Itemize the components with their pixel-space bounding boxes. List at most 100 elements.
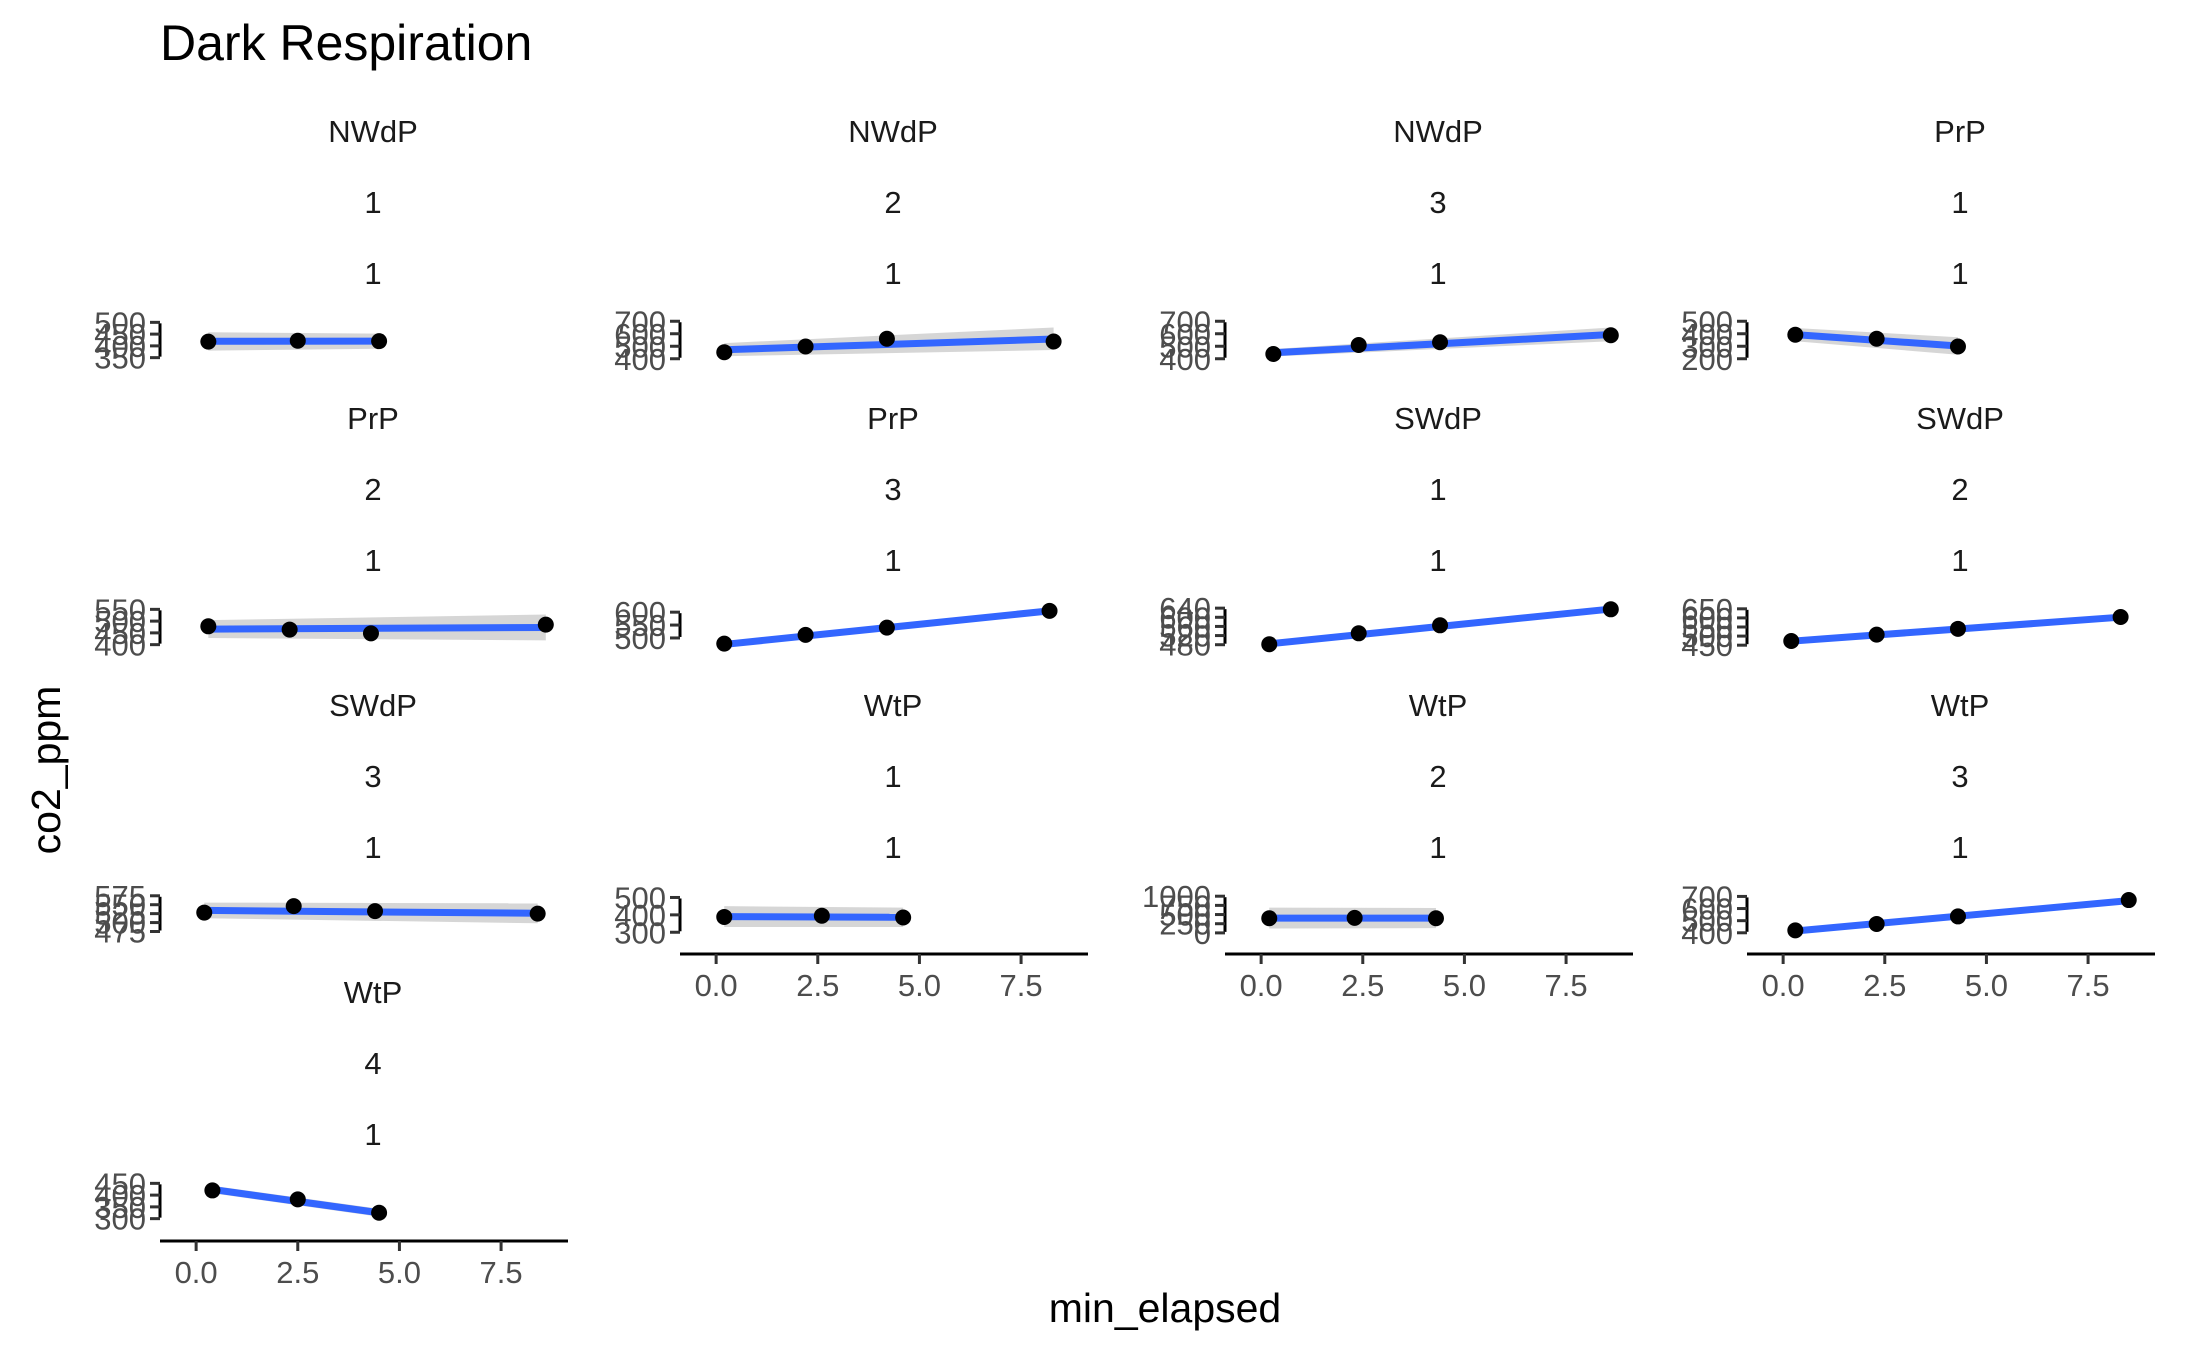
y-tick-label: 400 <box>614 342 666 377</box>
strip-label: 1 <box>884 543 901 578</box>
strip-label: SWdP <box>329 688 417 723</box>
strip-label: 1 <box>364 830 381 865</box>
x-tick-label: 7.5 <box>1000 968 1043 1003</box>
y-tick-label: 400 <box>94 1178 146 1213</box>
data-point <box>797 338 814 355</box>
y-tick-label: 450 <box>94 616 146 651</box>
strip-label: 1 <box>1951 185 1968 220</box>
y-tick-label: 450 <box>1681 628 1733 663</box>
strip-label: 1 <box>364 256 381 291</box>
strip-label: PrP <box>347 401 399 436</box>
strip-label: 2 <box>1951 472 1968 507</box>
fit-line <box>724 913 904 921</box>
y-tick-label: 520 <box>1159 619 1211 654</box>
y-tick-label: 550 <box>94 888 146 923</box>
y-tick-label: 300 <box>1681 329 1733 364</box>
y-tick-label: 640 <box>1159 591 1211 626</box>
data-point <box>878 330 895 347</box>
facet-panels: NWdP11350400450500NWdP21400500600700NWdP… <box>94 114 2155 1290</box>
strip-label: NWdP <box>1393 114 1483 149</box>
y-tick-label: 550 <box>1681 610 1733 645</box>
data-point <box>1787 326 1804 343</box>
x-tick-label: 2.5 <box>1863 968 1906 1003</box>
y-tick-label: 400 <box>1159 342 1211 377</box>
data-point <box>200 618 217 635</box>
data-point <box>1346 909 1363 926</box>
y-tick-label: 400 <box>1681 317 1733 352</box>
strip-label: WtP <box>1409 688 1468 723</box>
y-tick-label: 480 <box>1159 628 1211 663</box>
data-point <box>716 908 733 925</box>
x-tick-label: 2.5 <box>796 968 839 1003</box>
strip-label: 2 <box>364 472 381 507</box>
strip-label: WtP <box>864 688 923 723</box>
data-point <box>1261 910 1278 927</box>
y-tick-label: 650 <box>1681 592 1733 627</box>
y-tick-label: 450 <box>94 1166 146 1201</box>
x-tick-label: 7.5 <box>1545 968 1588 1003</box>
y-tick-label: 500 <box>94 906 146 941</box>
data-point <box>1868 330 1885 347</box>
x-tick-label: 0.0 <box>1240 968 1283 1003</box>
data-point <box>196 904 213 921</box>
strip-label: 1 <box>1429 472 1446 507</box>
y-tick-label: 450 <box>94 317 146 352</box>
data-point <box>362 625 379 642</box>
y-tick-label: 600 <box>614 317 666 352</box>
strip-label: 1 <box>364 543 381 578</box>
y-tick-label: 600 <box>1681 601 1733 636</box>
x-tick-label: 0.0 <box>175 1255 218 1290</box>
strip-label: 1 <box>884 759 901 794</box>
data-point <box>371 333 388 350</box>
data-point <box>813 907 830 924</box>
data-point <box>1350 625 1367 642</box>
y-tick-label: 500 <box>614 621 666 656</box>
data-point <box>716 344 733 361</box>
y-tick-label: 500 <box>614 329 666 364</box>
y-tick-label: 300 <box>614 915 666 950</box>
y-tick-label: 400 <box>614 898 666 933</box>
data-point <box>1949 620 1966 637</box>
y-tick-label: 700 <box>614 304 666 339</box>
y-tick-label: 750 <box>1159 888 1211 923</box>
data-point <box>878 619 895 636</box>
y-tick-label: 500 <box>1681 904 1733 939</box>
data-point <box>1949 908 1966 925</box>
strip-label: 1 <box>364 185 381 220</box>
y-tick-label: 250 <box>1159 907 1211 942</box>
strip-label: 3 <box>1951 759 1968 794</box>
data-point <box>1041 602 1058 619</box>
strip-label: 1 <box>884 830 901 865</box>
strip-label: 2 <box>1429 759 1446 794</box>
strip-label: NWdP <box>848 114 938 149</box>
y-tick-label: 300 <box>94 1202 146 1237</box>
data-point <box>281 621 298 638</box>
data-point <box>1432 334 1449 351</box>
strip-label: 2 <box>884 185 901 220</box>
strip-label: NWdP <box>328 114 418 149</box>
y-tick-label: 200 <box>1681 342 1733 377</box>
data-point <box>529 905 546 922</box>
strip-label: 1 <box>1429 256 1446 291</box>
data-point <box>1432 617 1449 634</box>
y-tick-label: 1000 <box>1142 879 1211 914</box>
data-point <box>1783 633 1800 649</box>
strip-label: 1 <box>364 1117 381 1152</box>
y-tick-label: 500 <box>1159 329 1211 364</box>
y-tick-label: 500 <box>614 880 666 915</box>
y-tick-label: 600 <box>1159 600 1211 635</box>
data-point <box>1787 922 1804 939</box>
x-tick-label: 5.0 <box>1965 968 2008 1003</box>
y-tick-label: 400 <box>1681 916 1733 951</box>
y-tick-label: 500 <box>94 604 146 639</box>
y-tick-label: 0 <box>1194 916 1211 951</box>
